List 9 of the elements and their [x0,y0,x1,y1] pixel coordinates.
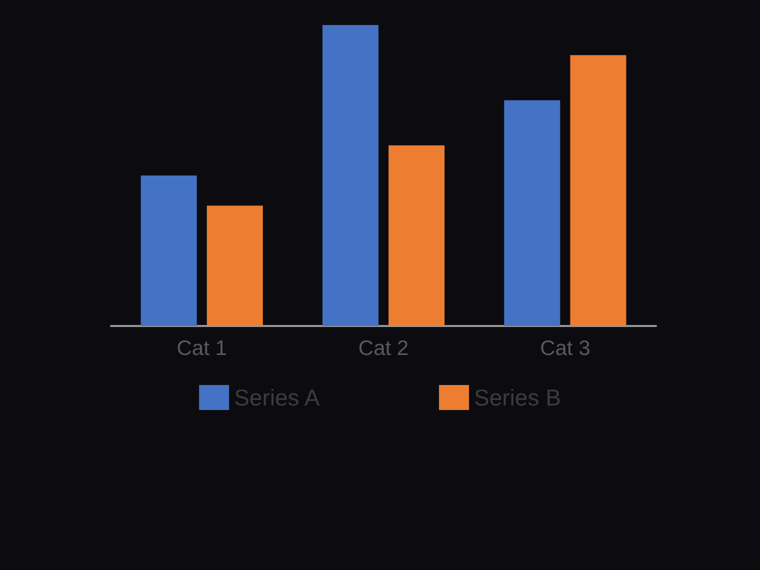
x-tick-label: Cat 1 [176,337,227,360]
x-tick-label: Cat 3 [540,337,590,360]
bar [388,145,445,326]
bar [504,100,560,326]
bar [206,206,263,326]
bar [140,176,197,326]
x-tick-label: Cat 2 [358,337,409,360]
bar [570,55,626,326]
bar [322,25,378,326]
